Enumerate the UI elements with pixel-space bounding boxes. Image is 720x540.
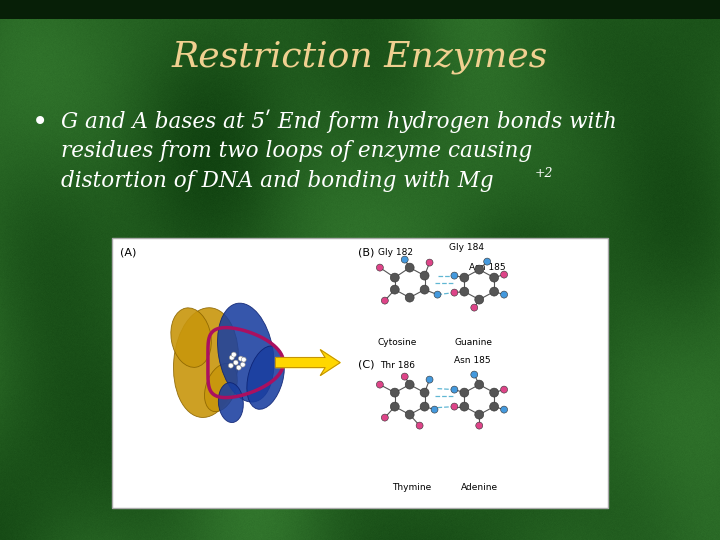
Text: G and A bases at 5ʹ End form hydrogen bonds with: G and A bases at 5ʹ End form hydrogen bo… bbox=[61, 110, 617, 133]
Circle shape bbox=[236, 365, 241, 370]
Circle shape bbox=[416, 422, 423, 429]
Circle shape bbox=[490, 273, 499, 282]
Circle shape bbox=[420, 388, 429, 397]
Text: Restriction Enzymes: Restriction Enzymes bbox=[172, 40, 548, 73]
Circle shape bbox=[240, 362, 246, 367]
Circle shape bbox=[382, 414, 388, 421]
Text: residues from two loops of enzyme causing: residues from two loops of enzyme causin… bbox=[61, 140, 533, 162]
Circle shape bbox=[484, 258, 490, 265]
Text: (A): (A) bbox=[120, 248, 136, 258]
Text: •: • bbox=[32, 107, 48, 136]
Circle shape bbox=[390, 388, 400, 397]
Ellipse shape bbox=[247, 346, 284, 409]
Circle shape bbox=[390, 273, 400, 282]
Text: Cytosine: Cytosine bbox=[378, 338, 418, 347]
Circle shape bbox=[401, 256, 408, 263]
Circle shape bbox=[474, 410, 484, 419]
Ellipse shape bbox=[171, 308, 212, 367]
Circle shape bbox=[500, 406, 508, 413]
Circle shape bbox=[431, 406, 438, 413]
Circle shape bbox=[474, 265, 484, 274]
Circle shape bbox=[460, 388, 469, 397]
Circle shape bbox=[426, 376, 433, 383]
Circle shape bbox=[228, 363, 233, 368]
Circle shape bbox=[233, 360, 238, 365]
Text: Gly 184: Gly 184 bbox=[449, 242, 485, 252]
Circle shape bbox=[405, 410, 414, 419]
Text: Adenine: Adenine bbox=[462, 483, 498, 491]
Circle shape bbox=[231, 352, 236, 357]
Circle shape bbox=[405, 263, 414, 272]
Circle shape bbox=[451, 289, 458, 296]
Circle shape bbox=[500, 386, 508, 393]
Text: Asn 185: Asn 185 bbox=[454, 356, 491, 364]
FancyBboxPatch shape bbox=[112, 238, 608, 508]
Circle shape bbox=[490, 402, 499, 411]
Ellipse shape bbox=[217, 303, 274, 402]
Text: Thr 186: Thr 186 bbox=[380, 361, 415, 369]
Circle shape bbox=[405, 380, 414, 389]
Circle shape bbox=[451, 386, 458, 393]
Text: +2: +2 bbox=[534, 167, 553, 180]
Circle shape bbox=[426, 259, 433, 266]
Circle shape bbox=[420, 271, 429, 280]
Circle shape bbox=[434, 291, 441, 298]
Bar bbox=[0, 0, 720, 19]
Text: Asn 185: Asn 185 bbox=[469, 262, 506, 272]
Circle shape bbox=[500, 291, 508, 298]
Circle shape bbox=[377, 381, 383, 388]
Circle shape bbox=[471, 304, 478, 311]
Circle shape bbox=[460, 402, 469, 411]
Circle shape bbox=[471, 371, 478, 378]
Circle shape bbox=[390, 402, 400, 411]
Circle shape bbox=[476, 422, 482, 429]
Circle shape bbox=[460, 287, 469, 296]
Circle shape bbox=[377, 264, 383, 271]
Circle shape bbox=[401, 373, 408, 380]
Circle shape bbox=[241, 357, 246, 362]
Circle shape bbox=[451, 403, 458, 410]
Circle shape bbox=[390, 285, 400, 294]
Circle shape bbox=[238, 356, 243, 361]
Ellipse shape bbox=[218, 383, 243, 423]
Text: Thymine: Thymine bbox=[392, 483, 431, 491]
Text: (B): (B) bbox=[358, 248, 374, 258]
Circle shape bbox=[474, 380, 484, 389]
Circle shape bbox=[451, 272, 458, 279]
Circle shape bbox=[405, 293, 414, 302]
Text: distortion of DNA and bonding with Mg: distortion of DNA and bonding with Mg bbox=[61, 170, 494, 192]
Text: Guanine: Guanine bbox=[454, 338, 492, 347]
Polygon shape bbox=[276, 349, 340, 376]
Circle shape bbox=[382, 297, 388, 304]
Text: (C): (C) bbox=[358, 360, 374, 369]
Circle shape bbox=[460, 273, 469, 282]
Circle shape bbox=[490, 287, 499, 296]
Circle shape bbox=[490, 388, 499, 397]
Ellipse shape bbox=[204, 363, 238, 411]
Circle shape bbox=[474, 295, 484, 304]
Circle shape bbox=[500, 271, 508, 278]
Circle shape bbox=[420, 402, 429, 411]
Circle shape bbox=[420, 285, 429, 294]
Ellipse shape bbox=[174, 308, 238, 417]
Text: Gly 182: Gly 182 bbox=[378, 248, 413, 256]
Circle shape bbox=[230, 355, 234, 360]
